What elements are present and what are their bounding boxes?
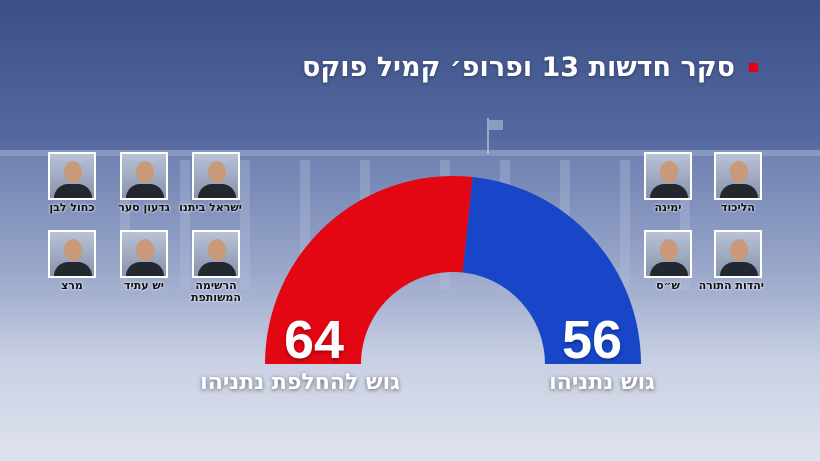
party-label: יש עתיד (124, 279, 164, 292)
portrait-icon (48, 152, 96, 200)
party-label: הליכוד (721, 201, 755, 214)
poll-title: סקר חדשות 13 ופרופ׳ קמיל פוקס (302, 52, 758, 83)
pro-bloc-slice (462, 177, 641, 364)
portrait-icon (48, 230, 96, 278)
portrait-icon (192, 230, 240, 278)
party-tile-shas: ש״ס (642, 230, 694, 292)
party-label: יהדות התורה (698, 279, 764, 292)
anti-bloc-slice (265, 176, 473, 364)
party-tile-utj: יהדות התורה (698, 230, 764, 292)
party-label: ימינה (654, 201, 682, 214)
party-tile-gideon-saar: גדעון סער (118, 152, 170, 214)
party-tile-likud: הליכוד (712, 152, 764, 214)
poll-title-text: סקר חדשות 13 ופרופ׳ קמיל פוקס (302, 52, 735, 83)
party-tile-yamina: ימינה (642, 152, 694, 214)
party-label: גדעון סער (118, 201, 170, 214)
anti-bloc-seat-count: 64 (284, 310, 345, 370)
portrait-icon (644, 230, 692, 278)
party-label: ש״ס (656, 279, 680, 292)
portrait-icon (120, 152, 168, 200)
portrait-icon (120, 230, 168, 278)
party-tile-yisrael-beytenu: ישראל ביתנו (179, 152, 242, 214)
party-label: הרשימה המשותפת (191, 279, 241, 304)
party-label: ישראל ביתנו (179, 201, 242, 214)
party-label: מרצ (61, 279, 83, 292)
portrait-icon (192, 152, 240, 200)
pro-bloc-seat-count: 56 (562, 310, 623, 370)
party-tile-meretz: מרצ (46, 230, 98, 292)
party-tile-blue-white: כחול לבן (46, 152, 98, 214)
anti-bloc-label: גוש להחלפת נתניהו (200, 370, 400, 395)
portrait-icon (714, 152, 762, 200)
party-label: כחול לבן (49, 201, 95, 214)
portrait-icon (644, 152, 692, 200)
pro-bloc-label: גוש נתניהו (549, 370, 655, 395)
party-tile-yesh-atid: יש עתיד (118, 230, 170, 292)
party-tile-joint-list: הרשימה המשותפת (190, 230, 242, 304)
portrait-icon (714, 230, 762, 278)
title-bullet-icon (749, 63, 758, 72)
